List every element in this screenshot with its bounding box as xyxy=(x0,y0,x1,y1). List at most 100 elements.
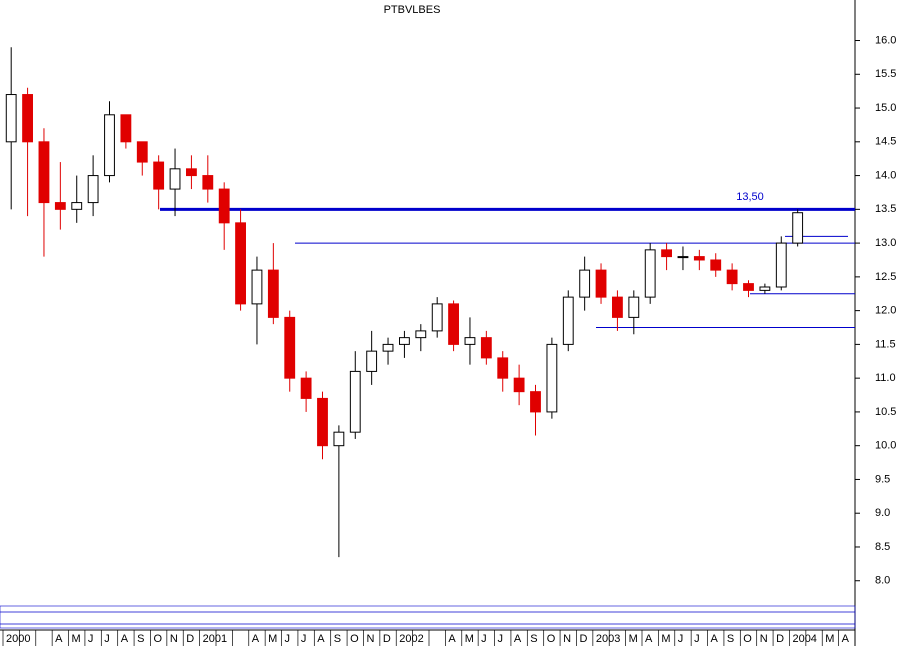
candle-body xyxy=(300,377,312,399)
x-tick-label: M xyxy=(72,633,81,645)
x-tick-label: 2000 xyxy=(6,633,30,645)
x-tick-label: N xyxy=(366,633,374,645)
y-tick-label: 14.0 xyxy=(875,169,896,181)
candle-body xyxy=(186,168,197,177)
x-tick-label: A xyxy=(842,633,850,645)
candle-body xyxy=(677,256,689,259)
x-tick-label: J xyxy=(694,633,700,645)
x-tick-label: 2001 xyxy=(203,633,227,645)
x-tick-label: 2003 xyxy=(596,633,620,645)
x-tick-label: D xyxy=(383,633,391,645)
candle-body xyxy=(579,269,591,298)
y-tick-label: 11.5 xyxy=(875,338,896,350)
candle-body xyxy=(464,337,476,345)
x-tick-label: A xyxy=(252,633,260,645)
x-tick-label: O xyxy=(350,633,359,645)
chart-title: PTBVLBES xyxy=(384,4,441,16)
x-tick-label: J xyxy=(104,633,110,645)
y-tick-label: 15.5 xyxy=(875,68,896,80)
x-tick-label: S xyxy=(727,633,734,645)
candle-body xyxy=(54,202,66,210)
candle-body xyxy=(497,357,509,379)
candle-body xyxy=(267,269,279,318)
x-tick-label: N xyxy=(760,633,768,645)
y-tick-label: 13.0 xyxy=(875,237,896,249)
candle-body xyxy=(775,242,787,288)
candle-body xyxy=(317,397,328,447)
x-tick-label: J xyxy=(285,633,291,645)
y-tick-label: 16.0 xyxy=(875,34,896,46)
x-tick-label: 2004 xyxy=(792,633,816,645)
y-tick-label: 12.5 xyxy=(875,271,896,283)
x-tick-label: J xyxy=(481,633,487,645)
x-tick-label: M xyxy=(268,633,277,645)
x-tick-label: A xyxy=(514,633,522,645)
candle-body xyxy=(87,175,99,204)
candle-body xyxy=(333,431,345,447)
candle-body xyxy=(218,188,230,224)
candle-body xyxy=(5,94,17,143)
candle-body xyxy=(284,316,296,379)
candle-body xyxy=(595,269,607,298)
level-label: 13,50 xyxy=(736,191,764,203)
x-tick-label: M xyxy=(661,633,670,645)
y-tick-label: 14.5 xyxy=(875,136,896,148)
candle-body xyxy=(251,269,263,305)
candle-body xyxy=(759,286,771,291)
candle-body xyxy=(153,161,165,190)
candle-body xyxy=(792,212,804,244)
y-tick-label: 13.5 xyxy=(875,203,896,215)
candle-body xyxy=(399,337,410,345)
y-tick-label: 9.0 xyxy=(875,507,890,519)
x-tick-label: O xyxy=(547,633,556,645)
x-tick-label: 2002 xyxy=(399,633,423,645)
candle-body xyxy=(743,283,754,291)
candle-body xyxy=(71,202,83,210)
x-tick-label: N xyxy=(170,633,178,645)
x-tick-label: D xyxy=(579,633,587,645)
x-tick-label: A xyxy=(121,633,129,645)
x-tick-label: A xyxy=(448,633,456,645)
x-tick-label: S xyxy=(334,633,341,645)
candle-body xyxy=(120,114,132,143)
y-tick-label: 10.0 xyxy=(875,440,896,452)
candle-body xyxy=(562,296,574,345)
x-tick-label: O xyxy=(743,633,752,645)
candle-body xyxy=(382,343,394,352)
candle-body xyxy=(235,222,246,305)
x-tick-label: S xyxy=(530,633,537,645)
x-tick-label: A xyxy=(317,633,325,645)
x-tick-label: A xyxy=(55,633,63,645)
y-tick-label: 9.5 xyxy=(875,473,890,485)
candle-body xyxy=(448,303,459,345)
candle-body xyxy=(530,391,541,413)
candle-body xyxy=(415,330,427,339)
candle-body xyxy=(366,350,378,372)
candle-body xyxy=(726,269,738,285)
x-tick-label: S xyxy=(137,633,144,645)
x-tick-label: J xyxy=(301,633,307,645)
candle-body xyxy=(22,94,33,143)
x-tick-label: J xyxy=(88,633,94,645)
candle-body xyxy=(661,249,672,258)
x-tick-label: M xyxy=(465,633,474,645)
x-tick-label: J xyxy=(498,633,504,645)
candle-body xyxy=(169,168,181,190)
candle-body xyxy=(628,296,640,318)
candle-body xyxy=(349,370,361,433)
candle-body xyxy=(546,343,558,413)
candle-body xyxy=(431,303,443,332)
candle-body xyxy=(38,141,50,204)
x-tick-label: N xyxy=(563,633,571,645)
x-tick-label: J xyxy=(678,633,684,645)
x-tick-label: O xyxy=(153,633,162,645)
x-tick-label: A xyxy=(645,633,653,645)
x-tick-label: D xyxy=(186,633,194,645)
candle-body xyxy=(612,296,623,318)
candle-body xyxy=(480,337,492,359)
x-tick-label: D xyxy=(776,633,784,645)
candle-body xyxy=(104,114,115,177)
candle-body xyxy=(644,249,656,298)
candle-body xyxy=(513,377,525,393)
